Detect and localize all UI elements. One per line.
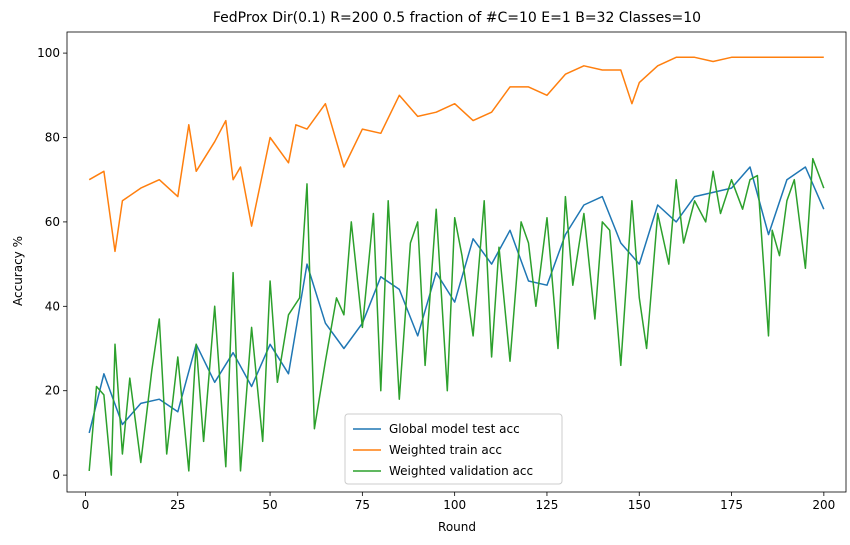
x-axis-label: Round xyxy=(438,520,476,534)
legend-entry: Weighted validation acc xyxy=(389,464,533,478)
legend-entry: Weighted train acc xyxy=(389,443,502,457)
x-tick-label: 50 xyxy=(262,498,277,512)
plot-area xyxy=(66,31,847,493)
x-tick-label: 25 xyxy=(170,498,185,512)
legend: Global model test acc Weighted train acc W… xyxy=(344,413,563,485)
series-line-2 xyxy=(88,157,825,476)
y-axis-label: Accuracy % xyxy=(11,236,25,306)
x-tick-label: 100 xyxy=(443,498,466,512)
chart-title: FedProx Dir(0.1) R=200 0.5 fraction of #… xyxy=(213,10,701,26)
y-tick-label: 100 xyxy=(37,46,60,60)
x-tick-label: 75 xyxy=(355,498,370,512)
y-tick-label: 0 xyxy=(52,468,60,482)
series-line-1 xyxy=(88,56,824,253)
series-line-0 xyxy=(88,166,825,434)
x-tick-label: 125 xyxy=(535,498,558,512)
legend-box xyxy=(344,413,563,485)
x-tick-label: 0 xyxy=(82,498,90,512)
y-tick-label: 80 xyxy=(45,131,60,145)
y-tick-label: 40 xyxy=(45,299,60,313)
x-tick-label: 175 xyxy=(720,498,743,512)
legend-entry: Global model test acc xyxy=(389,422,520,436)
x-tick-label: 200 xyxy=(812,498,835,512)
plot-frame xyxy=(66,31,847,493)
y-tick-label: 60 xyxy=(45,215,60,229)
y-axis: 0 20 40 60 80 100 xyxy=(37,46,67,482)
x-axis: 0 25 50 75 100 125 150 175 200 xyxy=(82,492,835,512)
x-tick-label: 150 xyxy=(628,498,651,512)
y-tick-label: 20 xyxy=(45,384,60,398)
